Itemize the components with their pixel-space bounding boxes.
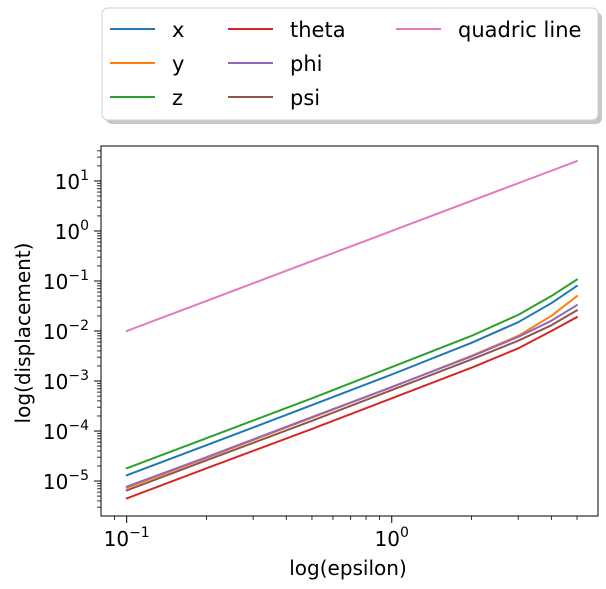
y-tick-label: 100 — [55, 218, 89, 244]
y-tick-label: 10−5 — [43, 468, 89, 494]
x-tick-label: 100 — [375, 525, 409, 551]
x-tick-label: 10−1 — [104, 525, 150, 551]
y-tick-label: 10−1 — [43, 268, 89, 294]
legend-label: phi — [290, 52, 322, 76]
series-line-z — [125, 278, 579, 470]
y-tick-label: 101 — [55, 168, 89, 194]
y-tick-label: 10−3 — [43, 368, 89, 394]
legend: xyz theta phi psi quadric line — [101, 7, 602, 124]
series-line-y — [125, 295, 579, 489]
y-tick-label: 10−2 — [43, 318, 89, 344]
legend-label: y — [172, 52, 184, 76]
plot-series — [125, 160, 579, 500]
series-line-phi — [125, 304, 579, 488]
series-line-theta — [125, 316, 579, 500]
legend-label: x — [172, 18, 184, 42]
legend-label: z — [172, 86, 183, 110]
y-tick-label: 10−4 — [43, 418, 89, 444]
plot-axes: 10−1 100 10−5 10−4 10−3 10−2 10−1 100 101 — [43, 145, 599, 551]
series-line-x — [125, 284, 579, 477]
plot-frame — [100, 145, 599, 517]
legend-box — [101, 7, 599, 121]
legend-label: quadric line — [458, 18, 581, 42]
legend-label: psi — [290, 86, 320, 110]
series-line-quadric-line — [125, 160, 579, 332]
series-line-psi — [125, 309, 579, 492]
y-axis-label: log(displacement) — [11, 243, 35, 424]
x-axis-label: log(epsilon) — [289, 556, 407, 580]
legend-label: theta — [290, 18, 346, 42]
